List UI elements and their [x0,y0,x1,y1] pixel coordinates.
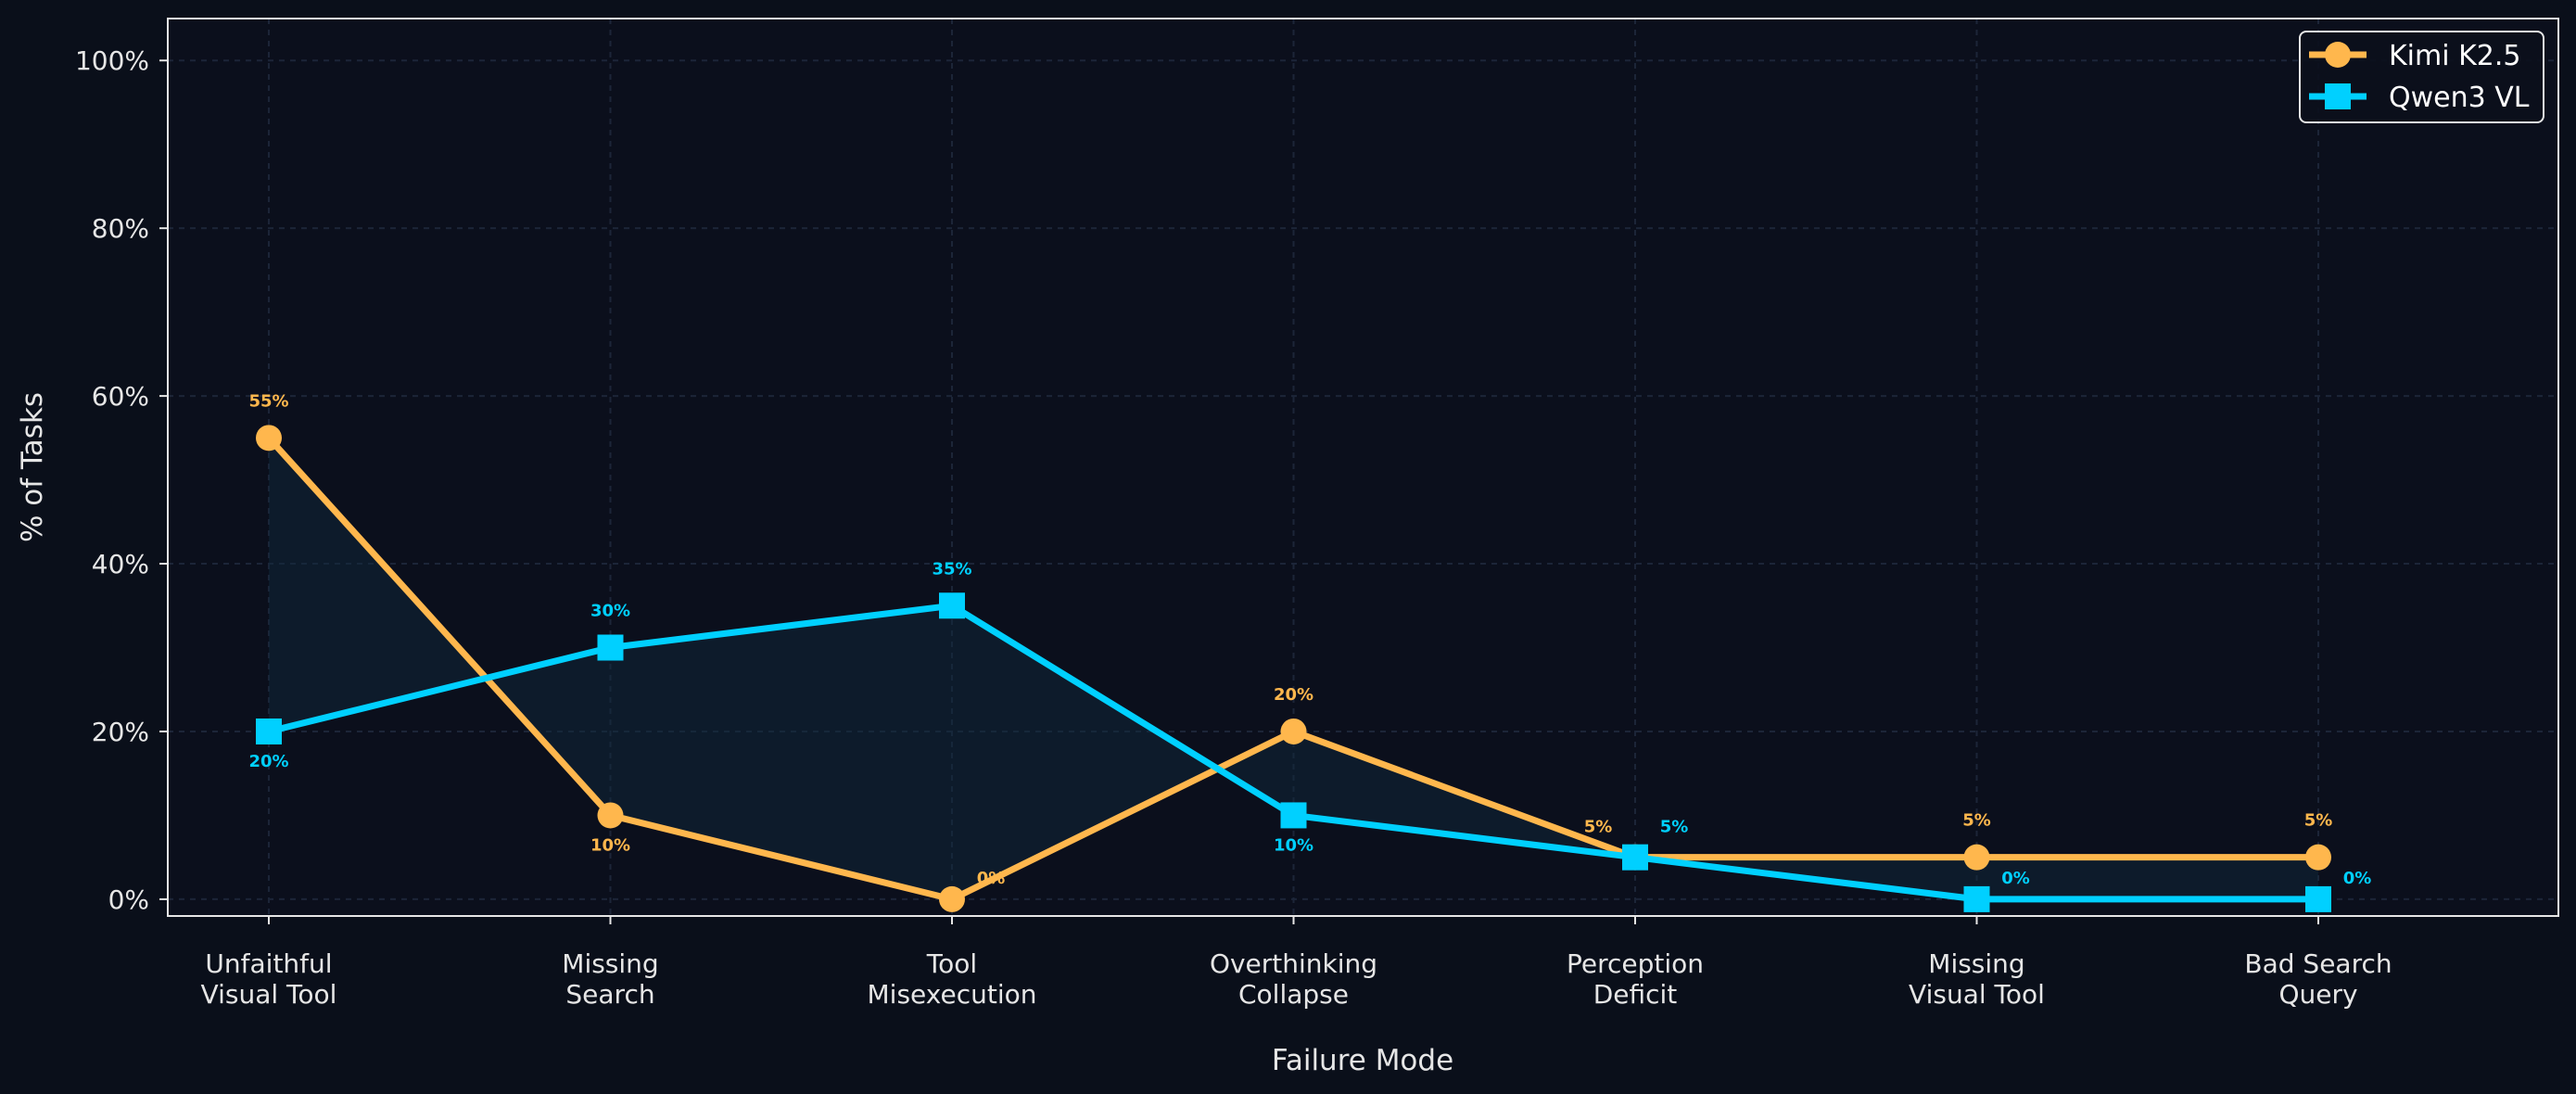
data-label-kimi: 55% [248,391,288,411]
y-tick-label: 80% [92,213,149,244]
data-point-kimi [2305,844,2331,871]
legend: Kimi K2.5 Qwen3 VL [2299,31,2544,123]
data-label-qwen: 0% [2001,869,2030,888]
legend-qwen-label: Qwen3 VL [2389,82,2530,114]
x-tick-label: Overthinking [1210,948,1377,979]
x-tick-label: Query [2278,979,2357,1010]
shaded-area [1976,857,2318,899]
x-tick-label: Deficit [1593,979,1678,1010]
data-point-qwen [1280,802,1307,829]
x-tick-label: Misexecution [868,979,1037,1010]
data-point-kimi [939,885,965,912]
data-label-kimi: 5% [1584,818,1613,837]
y-tick-label: 40% [92,549,149,579]
x-tick-label: Unfaithful [205,948,332,979]
y-axis-title: % of Tasks [16,392,49,542]
data-label-qwen: 35% [932,559,971,579]
data-point-qwen [256,718,282,744]
data-label-qwen: 0% [2343,869,2372,888]
data-label-kimi: 0% [977,869,1006,888]
data-label-qwen: 20% [248,752,288,771]
y-tick-label: 60% [92,381,149,412]
x-axis-title: Failure Mode [1272,1044,1453,1077]
data-point-qwen [1622,844,1648,871]
data-point-kimi [1280,718,1307,744]
data-point-kimi [597,802,624,829]
data-label-kimi: 10% [590,835,630,855]
data-label-qwen: 10% [1274,835,1313,855]
legend-kimi-marker [2325,42,2351,68]
data-label-qwen: 30% [590,602,630,621]
y-tick-label: 20% [92,717,149,747]
plot-frame [167,18,2559,917]
x-tick-label: Bad Search [2244,948,2392,979]
x-tick-label: Missing [562,948,658,979]
shaded-area [610,605,952,899]
y-tick-label: 100% [75,45,149,76]
series-layer [256,425,2331,912]
data-point-kimi [256,425,282,452]
x-tick-label: Missing [1928,948,2024,979]
data-point-qwen [1963,885,1990,912]
data-point-qwen [939,592,965,619]
legend-kimi-label: Kimi K2.5 [2389,40,2521,72]
data-label-qwen: 5% [1660,818,1689,837]
data-label-kimi: 20% [1274,685,1313,705]
x-tick-label: Perception [1567,948,1704,979]
data-point-qwen [2305,885,2331,912]
legend-qwen-marker [2325,83,2351,109]
data-label-layer: 55% 10% 0% 20% 5% 5% 5% 20% 30% 35% 10% 5% 0% 0% [248,391,2371,888]
grid [168,19,2558,916]
x-tick-label: Collapse [1238,979,1349,1010]
x-tick-label: Search [565,979,654,1010]
x-tick-label: Visual Tool [201,979,337,1010]
x-tick-label: Tool [926,948,977,979]
x-tick-label: Visual Tool [1909,979,2045,1010]
data-label-kimi: 5% [1962,811,1991,831]
data-label-kimi: 5% [2304,811,2333,831]
data-point-kimi [1963,844,1990,871]
data-point-qwen [597,634,624,661]
shaded-area [952,605,1294,899]
y-tick-label: 0% [108,884,149,915]
